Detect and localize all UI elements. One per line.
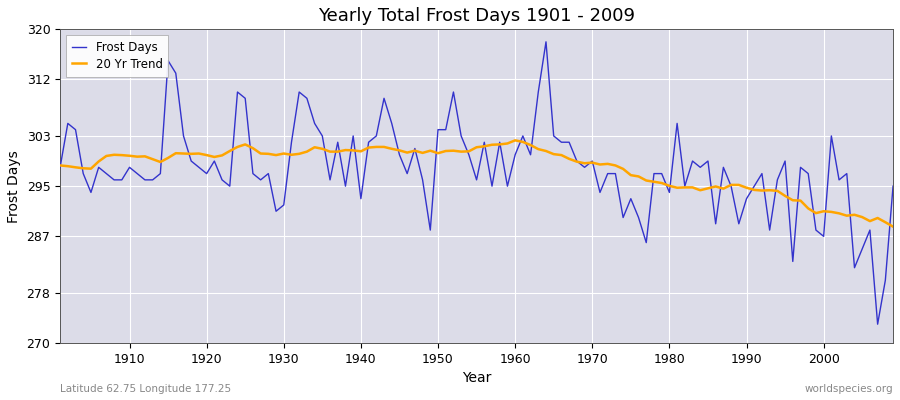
Frost Days — [509, 152, 520, 157]
Legend: Frost Days, 20 Yr Trend: Frost Days, 20 Yr Trend — [66, 35, 168, 76]
Text: Latitude 62.75 Longitude 177.25: Latitude 62.75 Longitude 177.25 — [60, 384, 231, 394]
Frost Days — [55, 165, 66, 170]
Text: worldspecies.org: worldspecies.org — [805, 384, 893, 394]
20 Yr Trend — [332, 149, 343, 154]
20 Yr Trend — [509, 138, 520, 143]
Frost Days — [610, 171, 621, 176]
X-axis label: Year: Year — [462, 371, 491, 385]
Frost Days — [116, 178, 127, 182]
Frost Days — [502, 184, 513, 188]
20 Yr Trend — [55, 163, 66, 168]
20 Yr Trend — [116, 153, 127, 158]
Frost Days — [332, 140, 343, 145]
20 Yr Trend — [502, 141, 513, 146]
Frost Days — [286, 140, 297, 145]
20 Yr Trend — [610, 163, 621, 168]
Frost Days — [541, 40, 552, 44]
Title: Yearly Total Frost Days 1901 - 2009: Yearly Total Frost Days 1901 - 2009 — [318, 7, 635, 25]
20 Yr Trend — [286, 152, 297, 157]
Frost Days — [872, 322, 883, 326]
20 Yr Trend — [887, 224, 898, 229]
Line: Frost Days: Frost Days — [60, 42, 893, 324]
Line: 20 Yr Trend: 20 Yr Trend — [60, 140, 893, 227]
20 Yr Trend — [518, 140, 528, 144]
Y-axis label: Frost Days: Frost Days — [7, 150, 21, 222]
Frost Days — [887, 184, 898, 188]
